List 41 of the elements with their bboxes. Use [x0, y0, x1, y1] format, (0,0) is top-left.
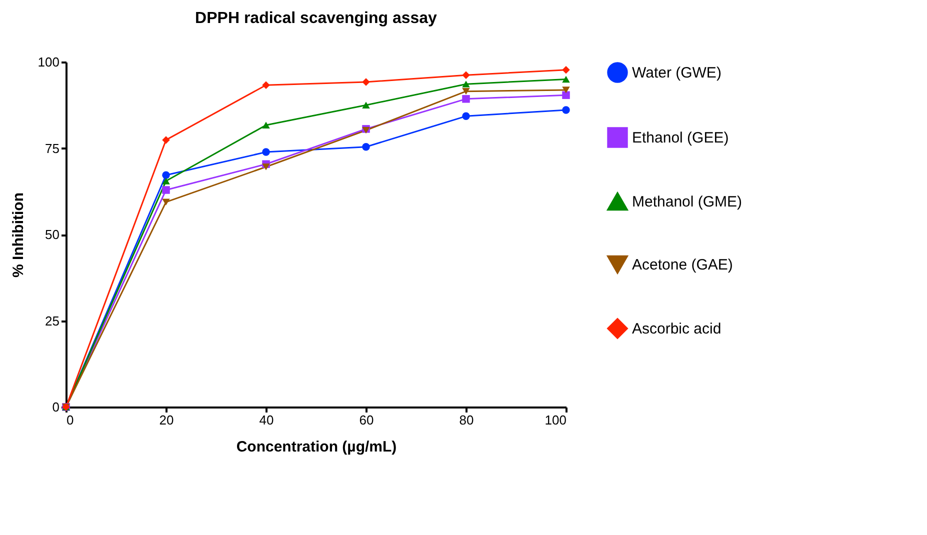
y-tick-label: 50	[45, 227, 60, 242]
point	[462, 80, 470, 88]
x-axis-title: Concentration (µg/mL)	[236, 438, 397, 456]
point	[162, 186, 170, 194]
y-tick-label: 0	[52, 400, 60, 414]
point	[162, 171, 170, 180]
x-tick-label: 0	[66, 412, 74, 428]
point	[262, 122, 270, 128]
x-tick-label: 40	[259, 412, 274, 428]
y-axis-title: % Inhibition	[10, 192, 27, 278]
point	[362, 143, 370, 151]
point	[262, 164, 270, 170]
x-tick-label: 60	[359, 412, 374, 428]
x-tick-label: 100	[544, 412, 566, 428]
point	[362, 78, 370, 86]
legend-label: Methanol (GME)	[632, 194, 742, 210]
point	[262, 148, 270, 156]
chart-title: DPPH radical scavenging assay	[195, 10, 438, 27]
point	[562, 66, 570, 74]
legend-label: Ascorbic acid	[632, 320, 722, 338]
point	[362, 102, 370, 108]
point	[462, 88, 470, 95]
point	[462, 71, 470, 79]
y-tick-label: 100	[38, 54, 60, 70]
legend-label: Water (GWE)	[632, 64, 722, 82]
point	[162, 136, 170, 144]
point	[462, 112, 470, 120]
x-tick-label: 20	[159, 412, 174, 428]
point	[562, 106, 570, 114]
legend-label: Acetone (GAE)	[632, 256, 733, 274]
point	[462, 95, 470, 103]
point	[562, 76, 570, 83]
point	[162, 178, 170, 184]
point	[562, 86, 570, 94]
point	[262, 81, 270, 89]
x-tick-label: 80	[459, 412, 474, 428]
legend-label: Ethanol (GEE)	[632, 130, 729, 146]
point	[562, 91, 570, 99]
y-tick-label: 25	[45, 313, 60, 328]
point	[162, 198, 170, 206]
y-tick-label: 75	[45, 140, 60, 156]
